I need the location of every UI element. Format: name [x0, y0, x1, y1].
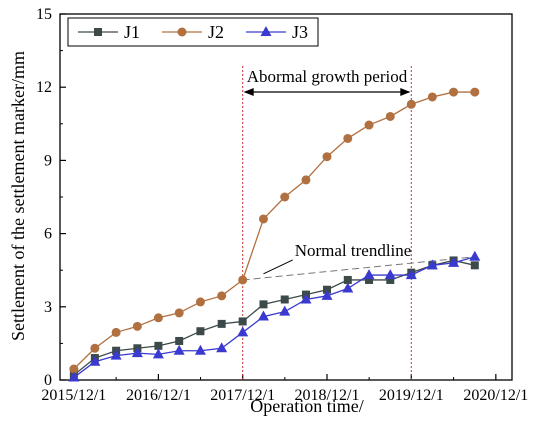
data-point-j2	[132, 321, 142, 331]
data-point-j2	[364, 120, 374, 130]
data-point-j2	[174, 308, 184, 318]
data-point-j2	[217, 291, 227, 301]
data-point-j2	[470, 87, 480, 97]
data-point-j3	[405, 269, 417, 280]
x-tick-label: 2015/12/1	[41, 387, 106, 404]
y-tick-label: 15	[36, 6, 52, 23]
data-point-j2	[111, 327, 121, 337]
data-point-j1	[386, 275, 395, 284]
series-j1	[69, 256, 479, 380]
data-point-j3	[131, 347, 143, 358]
series-j2	[69, 87, 480, 374]
data-point-j2	[69, 364, 79, 374]
data-point-j1	[343, 275, 352, 284]
data-point-j1	[154, 341, 163, 350]
data-point-j3	[342, 282, 354, 293]
data-point-j1	[217, 319, 226, 328]
data-point-j3	[68, 371, 80, 382]
data-point-j2	[427, 92, 437, 102]
y-tick-label: 9	[44, 152, 52, 169]
data-point-j1	[365, 275, 374, 284]
legend-marker-j1	[94, 28, 102, 36]
data-point-j1	[259, 300, 268, 309]
data-point-j2	[343, 133, 353, 143]
period-label-bg	[246, 65, 408, 87]
legend-marker-j3	[260, 26, 272, 36]
series-line-j3	[73, 256, 475, 379]
data-point-j2	[153, 313, 163, 323]
x-axis-title: Operation time/	[250, 396, 363, 416]
trend-pointer	[263, 259, 293, 275]
axes: 2015/12/1 2016/12/1 2017/12/1 2018/12/1 2019…	[36, 6, 528, 404]
data-point-j3	[279, 305, 291, 316]
data-point-j1	[470, 261, 479, 270]
y-tick-label: 0	[44, 372, 52, 389]
data-point-j3	[426, 259, 438, 270]
legend: J1 J2 J3	[67, 17, 319, 47]
data-point-j3	[194, 344, 206, 355]
data-point-j2	[195, 297, 205, 307]
data-point-j3	[89, 355, 101, 366]
x-tick-label: 2017/12/1	[210, 387, 275, 404]
x-tick-label: 2018/12/1	[295, 387, 360, 404]
data-point-j2	[301, 175, 311, 185]
trend-label: Normal trendline	[295, 241, 412, 260]
x-tick-label: 2020/12/1	[463, 387, 528, 404]
period-label: Abormal growth period	[247, 67, 408, 86]
x-tick-label: 2016/12/1	[126, 387, 191, 404]
data-point-j3	[469, 250, 481, 261]
legend-label-j1: J1	[124, 22, 140, 42]
data-point-j3	[300, 293, 312, 304]
data-point-j2	[238, 275, 248, 285]
data-point-j3	[216, 342, 228, 353]
data-point-j3	[321, 289, 333, 300]
trendline	[242, 256, 475, 281]
data-point-j3	[152, 348, 164, 359]
annotations: Abormal growth period Normal trendline	[242, 65, 475, 380]
series-layer	[68, 87, 481, 382]
legend-label-j3: J3	[292, 22, 308, 42]
data-point-j3	[448, 256, 460, 267]
data-point-j2	[385, 111, 395, 121]
data-point-j1	[238, 317, 247, 326]
data-point-j2	[406, 99, 416, 109]
period-arrow-right	[400, 88, 411, 96]
data-point-j3	[110, 349, 122, 360]
data-point-j2	[90, 343, 100, 353]
data-point-j1	[196, 327, 205, 336]
data-point-j2	[280, 192, 290, 202]
data-point-j1	[175, 336, 184, 345]
legend-marker-j2	[177, 27, 187, 37]
data-point-j3	[173, 344, 185, 355]
data-point-j2	[322, 152, 332, 162]
x-tick-label: 2019/12/1	[379, 387, 444, 404]
data-point-j3	[257, 310, 269, 321]
period-arrow-left	[243, 88, 254, 96]
data-point-j3	[237, 326, 249, 337]
data-point-j3	[384, 269, 396, 280]
data-point-j2	[449, 87, 459, 97]
data-point-j1	[322, 285, 331, 294]
data-point-j3	[363, 269, 375, 280]
series-j3	[68, 250, 481, 382]
data-point-j1	[280, 295, 289, 304]
legend-label-j2: J2	[208, 22, 224, 42]
y-tick-label: 6	[44, 226, 52, 243]
data-point-j2	[258, 214, 268, 224]
y-tick-label: 3	[44, 299, 52, 316]
y-axis-title: Settlement of the settlement marker/mm	[8, 51, 28, 341]
y-tick-label: 12	[36, 79, 52, 96]
